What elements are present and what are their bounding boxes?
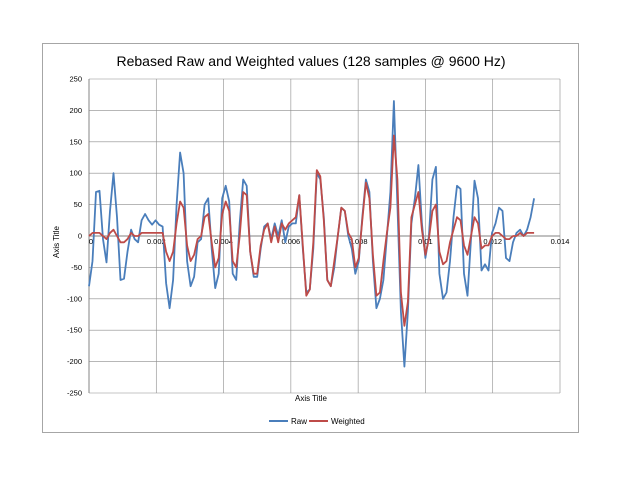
legend-label-weighted: Weighted xyxy=(331,417,365,426)
y-tick-label: -150 xyxy=(67,326,82,335)
x-tick-label: 0.01 xyxy=(418,237,433,246)
y-tick-label: 250 xyxy=(69,75,82,84)
y-tick-label: 200 xyxy=(69,106,82,115)
y-tick-label: -50 xyxy=(71,263,82,272)
x-tick-label: 0.006 xyxy=(281,237,300,246)
y-tick-label: 50 xyxy=(74,200,82,209)
x-tick-label: 0.004 xyxy=(214,237,233,246)
legend: Raw Weighted xyxy=(269,417,365,426)
line-chart: Rebased Raw and Weighted values (128 sam… xyxy=(52,53,569,426)
y-tick-label: 0 xyxy=(78,232,82,241)
y-tick-label: 150 xyxy=(69,137,82,146)
series-line-weighted xyxy=(88,134,535,327)
y-tick-label: -250 xyxy=(67,389,82,398)
x-tick-label: 0 xyxy=(89,237,93,246)
x-axis-title: Axis Title xyxy=(295,394,328,403)
series-layer xyxy=(88,100,535,368)
y-axis-title: Axis Title xyxy=(52,225,61,258)
x-tick-label: 0.002 xyxy=(147,237,166,246)
x-tick-label: 0.012 xyxy=(483,237,502,246)
y-tick-label: 100 xyxy=(69,169,82,178)
chart-title: Rebased Raw and Weighted values (128 sam… xyxy=(116,53,505,69)
y-axis-ticks: 250 200 150 100 50 0 -50 -100 -150 -200 -250 xyxy=(67,75,82,398)
y-tick-label: -100 xyxy=(67,294,82,303)
x-axis-ticks: 0 0.002 0.004 0.006 0.008 0.01 0.012 0.014 xyxy=(89,237,569,246)
x-tick-label: 0.008 xyxy=(349,237,368,246)
chart-area: Rebased Raw and Weighted values (128 sam… xyxy=(42,43,579,433)
series-line-raw xyxy=(88,100,535,368)
x-tick-label: 0.014 xyxy=(551,237,570,246)
legend-label-raw: Raw xyxy=(291,417,307,426)
y-tick-label: -200 xyxy=(67,357,82,366)
